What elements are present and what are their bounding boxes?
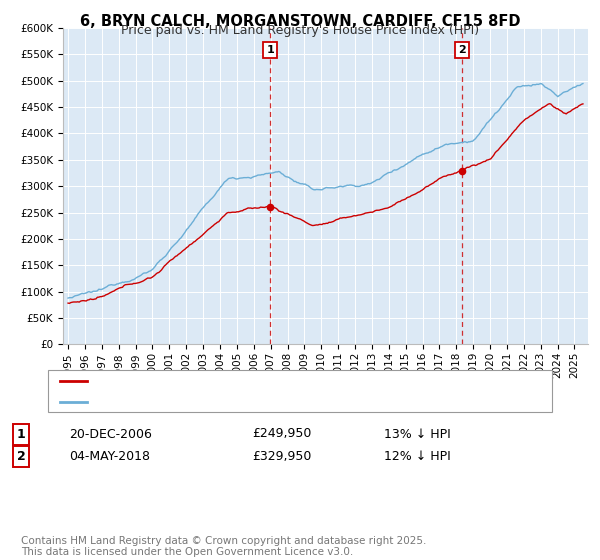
Text: HPI: Average price, detached house, Cardiff: HPI: Average price, detached house, Card…: [93, 395, 350, 408]
Text: 12% ↓ HPI: 12% ↓ HPI: [384, 450, 451, 463]
Text: Price paid vs. HM Land Registry's House Price Index (HPI): Price paid vs. HM Land Registry's House …: [121, 24, 479, 36]
Text: 04-MAY-2018: 04-MAY-2018: [69, 450, 150, 463]
Text: Contains HM Land Registry data © Crown copyright and database right 2025.
This d: Contains HM Land Registry data © Crown c…: [21, 535, 427, 557]
Text: £329,950: £329,950: [252, 450, 311, 463]
Text: 2: 2: [458, 45, 466, 55]
Text: 1: 1: [17, 427, 25, 441]
Text: 2: 2: [17, 450, 25, 463]
Text: 6, BRYN CALCH, MORGANSTOWN, CARDIFF, CF15 8FD: 6, BRYN CALCH, MORGANSTOWN, CARDIFF, CF1…: [80, 14, 520, 29]
Text: 20-DEC-2006: 20-DEC-2006: [69, 427, 152, 441]
Text: 6, BRYN CALCH, MORGANSTOWN, CARDIFF, CF15 8FD (detached house): 6, BRYN CALCH, MORGANSTOWN, CARDIFF, CF1…: [93, 374, 517, 388]
Text: £249,950: £249,950: [252, 427, 311, 441]
Text: 1: 1: [266, 45, 274, 55]
Text: 13% ↓ HPI: 13% ↓ HPI: [384, 427, 451, 441]
